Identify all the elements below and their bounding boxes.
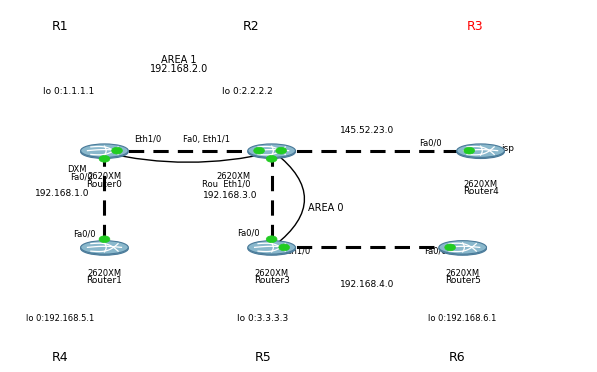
- Text: Rou  Eth1/0: Rou Eth1/0: [202, 180, 251, 189]
- Text: AREA 0: AREA 0: [307, 203, 343, 213]
- Text: R5: R5: [254, 351, 271, 363]
- Circle shape: [254, 147, 264, 154]
- Ellipse shape: [439, 241, 487, 254]
- Text: Router1: Router1: [87, 276, 122, 285]
- Circle shape: [276, 147, 287, 154]
- Text: R4: R4: [51, 351, 68, 363]
- Text: Fa0/0: Fa0/0: [237, 228, 260, 237]
- Ellipse shape: [248, 242, 296, 255]
- Text: Router4: Router4: [463, 187, 498, 196]
- Text: 145.52.23.0: 145.52.23.0: [340, 126, 394, 135]
- Circle shape: [279, 244, 290, 251]
- Text: isp: isp: [501, 144, 515, 153]
- Circle shape: [99, 236, 110, 243]
- Text: 2620XM: 2620XM: [463, 180, 498, 189]
- Text: Fa0/0: Fa0/0: [419, 139, 442, 148]
- Text: lo 0:1.1.1.1: lo 0:1.1.1.1: [43, 87, 94, 96]
- Text: lo 0:192.168.5.1: lo 0:192.168.5.1: [26, 314, 94, 323]
- Text: Fa0/0: Fa0/0: [73, 230, 96, 239]
- Text: Eth1/0: Eth1/0: [134, 135, 162, 144]
- Text: lo 0:2.2.2.2: lo 0:2.2.2.2: [222, 87, 273, 96]
- Text: Eth1/0: Eth1/0: [284, 247, 311, 256]
- Text: 192.168.4.0: 192.168.4.0: [340, 280, 395, 289]
- Text: R6: R6: [448, 351, 465, 363]
- Text: 192.168.3.0: 192.168.3.0: [202, 191, 257, 200]
- Text: Router3: Router3: [254, 276, 290, 285]
- Circle shape: [99, 155, 110, 162]
- Text: R3: R3: [466, 20, 483, 32]
- Ellipse shape: [457, 145, 504, 158]
- Text: Fa0, Eth1/1: Fa0, Eth1/1: [183, 135, 230, 144]
- Text: Fa0/0: Fa0/0: [424, 247, 447, 256]
- Ellipse shape: [248, 241, 296, 254]
- Text: Router0: Router0: [87, 180, 122, 189]
- Ellipse shape: [81, 144, 128, 157]
- Text: 2620XM: 2620XM: [217, 172, 251, 181]
- Ellipse shape: [457, 144, 504, 157]
- Text: 192.168.1.0: 192.168.1.0: [35, 189, 90, 198]
- Text: DXM: DXM: [67, 165, 87, 174]
- Ellipse shape: [248, 145, 296, 158]
- Text: lo 0:3.3.3.3: lo 0:3.3.3.3: [237, 314, 288, 323]
- Text: R2: R2: [242, 20, 259, 32]
- Ellipse shape: [81, 241, 128, 254]
- Ellipse shape: [81, 145, 128, 158]
- Text: AREA 1: AREA 1: [161, 55, 197, 64]
- Circle shape: [266, 155, 277, 162]
- Ellipse shape: [439, 242, 487, 255]
- Text: R1: R1: [51, 20, 68, 32]
- Circle shape: [112, 147, 122, 154]
- Ellipse shape: [81, 242, 128, 255]
- Circle shape: [464, 147, 475, 154]
- Text: 2620XM: 2620XM: [87, 269, 122, 278]
- Ellipse shape: [248, 144, 296, 157]
- Text: 2620XM: 2620XM: [87, 172, 122, 181]
- Text: Router5: Router5: [445, 276, 481, 285]
- Text: 2620XM: 2620XM: [254, 269, 289, 278]
- Circle shape: [445, 244, 456, 251]
- Text: 192.168.2.0: 192.168.2.0: [150, 64, 208, 74]
- Text: Fa0/0: Fa0/0: [70, 172, 93, 181]
- Text: 2620XM: 2620XM: [445, 269, 480, 278]
- Circle shape: [266, 236, 277, 243]
- Text: lo 0:192.168.6.1: lo 0:192.168.6.1: [429, 314, 497, 323]
